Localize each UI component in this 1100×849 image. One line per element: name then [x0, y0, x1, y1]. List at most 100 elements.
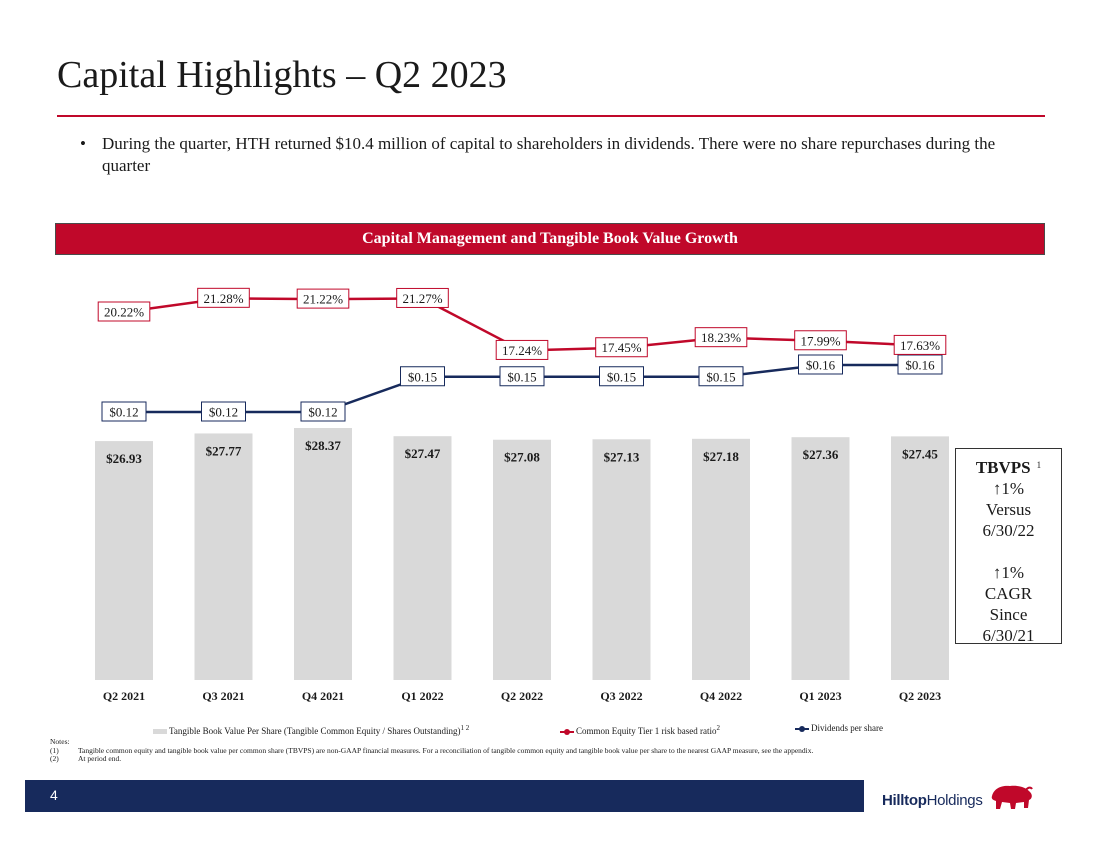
dividends-label-box: [798, 354, 843, 375]
cet1-point: 18.23%: [694, 327, 748, 348]
x-axis-tick-label: Q4 2022: [700, 689, 742, 703]
cet1-data-label: 21.27%: [402, 291, 442, 306]
dividends-data-label: $0.16: [905, 358, 935, 373]
dividends-point: $0.16: [798, 354, 843, 375]
x-axis-tick-label: Q1 2023: [799, 689, 841, 703]
dividends-data-label: $0.15: [706, 369, 735, 384]
tbvps-bar: [592, 439, 651, 680]
tbvps-bar: [493, 439, 551, 680]
cet1-data-label: 17.99%: [800, 333, 840, 348]
cet1-label-box: [296, 288, 350, 309]
dividends-label-box: [400, 366, 445, 387]
tbvps-bar: [194, 433, 253, 680]
dividends-data-label: $0.15: [607, 369, 636, 384]
cet1-label-box: [893, 334, 947, 355]
dividends-label-box: [897, 354, 943, 375]
dividends-point: $0.12: [300, 401, 346, 422]
tbvps-bar: [791, 437, 850, 680]
notes-heading: Notes:: [50, 737, 70, 746]
dividends-label-box: [599, 366, 644, 387]
cet1-point: 21.28%: [197, 287, 250, 308]
dividends-data-label: $0.15: [507, 369, 536, 384]
footer-bar: [25, 780, 864, 812]
dividends-point: $0.12: [201, 401, 246, 422]
tbvps-bar-label: $27.45: [902, 446, 938, 461]
dividends-label-box: [101, 401, 147, 422]
tbvps-bar-label: $27.36: [803, 447, 839, 462]
tbvps-bar-label: $27.13: [604, 449, 640, 464]
legend-blue-swatch: [795, 725, 809, 732]
x-axis-tick-label: Q4 2021: [302, 689, 344, 703]
x-axis-tick-label: Q2 2023: [899, 689, 941, 703]
legend-item-dividends: Dividends per share: [795, 722, 883, 734]
tbvps-bar-label: $27.18: [703, 449, 739, 464]
dividends-label-box: [499, 366, 545, 387]
company-logo: HilltopHoldings: [882, 782, 1033, 816]
slide-title: Capital Highlights – Q2 2023: [57, 54, 507, 96]
tbvps-line: Since: [989, 605, 1028, 624]
cet1-point: 21.27%: [396, 287, 449, 308]
title-divider: [57, 115, 1045, 117]
tbvps-bar-label: $27.47: [405, 446, 441, 461]
page-number: 4: [50, 787, 58, 803]
dividends-data-label: $0.16: [806, 358, 836, 373]
cet1-data-label: 18.23%: [701, 330, 741, 345]
tbvps-bar-label: $27.77: [206, 443, 242, 458]
tbvps-line: ↑1%: [992, 563, 1025, 582]
cet1-label-box: [495, 339, 549, 360]
dividends-data-label: $0.12: [209, 405, 238, 420]
tbvps-line: 6/30/22: [982, 521, 1035, 540]
cet1-data-label: 21.22%: [303, 292, 343, 307]
dividends-point: $0.15: [400, 366, 445, 387]
cet1-point: 17.24%: [495, 339, 549, 360]
cet1-data-label: 20.22%: [104, 305, 144, 320]
cet1-label-box: [197, 287, 250, 308]
tbvps-callout: TBVPS 1 ↑1% Versus 6/30/22 ↑1% CAGR Since…: [955, 448, 1062, 645]
x-axis-tick-label: Q2 2021: [103, 689, 145, 703]
x-axis-tick-label: Q2 2022: [501, 689, 543, 703]
cet1-data-label: 21.28%: [203, 291, 243, 306]
bullet-text: During the quarter, HTH returned $10.4 m…: [102, 134, 996, 175]
cet1-point: 17.99%: [794, 330, 847, 351]
tbvps-bar: [95, 441, 153, 680]
cet1-data-label: 17.24%: [502, 343, 542, 358]
legend-item-tbvps: Tangible Book Value Per Share (Tangible …: [153, 722, 469, 737]
dividends-point: $0.15: [599, 366, 644, 387]
dividends-point: $0.15: [499, 366, 545, 387]
cet1-data-label: 17.63%: [900, 338, 940, 353]
dividends-point: $0.15: [698, 366, 744, 387]
bullet-icon: •: [80, 134, 86, 153]
cet1-point: 17.63%: [893, 334, 947, 355]
tbvps-bar-label: $28.37: [305, 438, 341, 453]
footnotes: Notes: (1) Tangible common equity and tan…: [50, 737, 870, 764]
tbvps-line: Versus: [985, 500, 1032, 519]
dividends-label-box: [300, 401, 346, 422]
cet1-label-box: [396, 287, 449, 308]
dividends-data-label: $0.12: [308, 405, 337, 420]
x-axis-tick-label: Q3 2022: [600, 689, 642, 703]
chart-banner: Capital Management and Tangible Book Val…: [55, 223, 1045, 255]
footnote-2: (2) At period end.: [50, 754, 122, 763]
cet1-data-label: 17.45%: [601, 340, 641, 355]
dividends-point: $0.12: [101, 401, 147, 422]
tbvps-line: 6/30/21: [982, 626, 1035, 645]
footnote-1: (1) Tangible common equity and tangible b…: [50, 745, 814, 755]
tbvps-heading: TBVPS 1: [975, 458, 1042, 477]
tbvps-bar: [692, 438, 750, 680]
tbvps-bar-label: $26.93: [106, 451, 142, 466]
cet1-point: 21.22%: [296, 288, 350, 309]
cet1-label-box: [97, 301, 151, 322]
dividends-point: $0.16: [897, 354, 943, 375]
x-axis-tick-label: Q1 2022: [401, 689, 443, 703]
dividends-data-label: $0.15: [408, 369, 437, 384]
tbvps-bar: [891, 436, 949, 680]
cet1-label-box: [694, 327, 748, 348]
dividends-data-label: $0.12: [109, 405, 138, 420]
cet1-label-box: [794, 330, 847, 351]
chart-legend: Tangible Book Value Per Share (Tangible …: [150, 722, 950, 736]
cet1-point: 17.45%: [595, 337, 648, 358]
legend-item-cet1: Common Equity Tier 1 risk based ratio2: [560, 722, 720, 737]
x-axis-tick-label: Q3 2021: [202, 689, 244, 703]
dividends-label-box: [698, 366, 744, 387]
